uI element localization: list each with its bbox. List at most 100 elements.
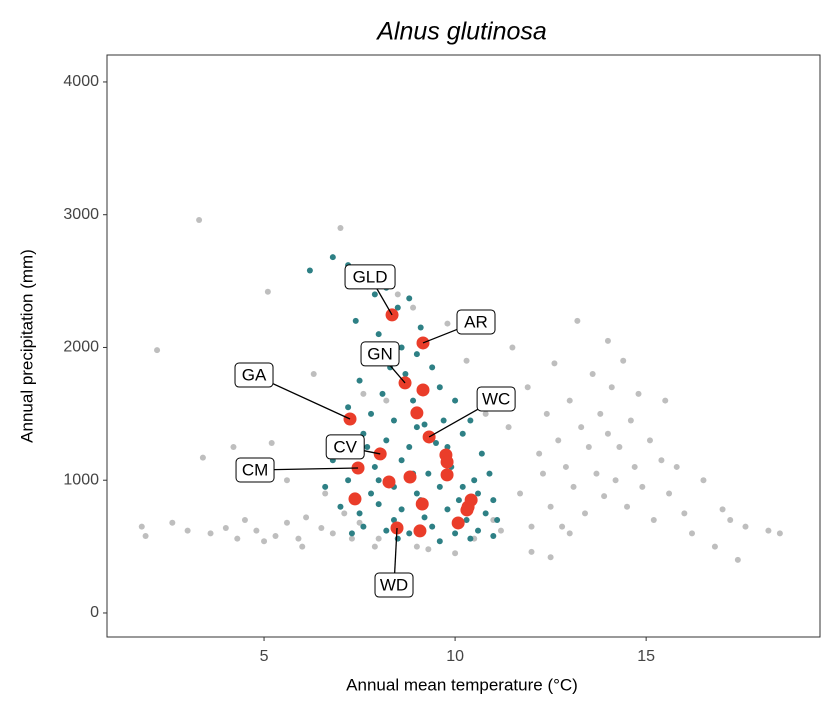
label-box bbox=[235, 457, 275, 483]
point bbox=[329, 254, 336, 261]
point bbox=[283, 477, 290, 484]
point bbox=[337, 503, 344, 510]
point bbox=[322, 483, 329, 490]
chart-title: Alnus glutinosa bbox=[375, 18, 547, 46]
point bbox=[383, 437, 390, 444]
point bbox=[574, 317, 581, 324]
point bbox=[589, 371, 596, 378]
highlight-point bbox=[451, 516, 465, 530]
point bbox=[436, 384, 443, 391]
point bbox=[547, 503, 554, 510]
point bbox=[360, 390, 367, 397]
point bbox=[348, 530, 355, 537]
point-label: GLD bbox=[353, 267, 388, 286]
point bbox=[371, 291, 378, 298]
point bbox=[268, 440, 275, 447]
highlight-point bbox=[415, 497, 429, 511]
point bbox=[459, 430, 466, 437]
point bbox=[467, 535, 474, 542]
point bbox=[444, 506, 451, 513]
highlight-point bbox=[440, 455, 454, 469]
point bbox=[478, 450, 485, 457]
point bbox=[673, 463, 680, 470]
point bbox=[406, 530, 413, 537]
y-tick-label: 1000 bbox=[63, 471, 99, 488]
point bbox=[452, 397, 459, 404]
point bbox=[658, 457, 665, 464]
point bbox=[467, 417, 474, 424]
point bbox=[612, 477, 619, 484]
point bbox=[383, 527, 390, 534]
point bbox=[742, 523, 749, 530]
point bbox=[417, 324, 424, 331]
point-label: GA bbox=[242, 365, 267, 384]
point bbox=[375, 331, 382, 338]
highlight-point bbox=[348, 492, 362, 506]
point bbox=[283, 519, 290, 526]
point bbox=[475, 527, 482, 534]
point bbox=[482, 410, 489, 417]
point bbox=[406, 295, 413, 302]
point bbox=[368, 410, 375, 417]
point bbox=[539, 470, 546, 477]
label-box bbox=[344, 264, 396, 290]
point bbox=[375, 501, 382, 508]
point bbox=[646, 437, 653, 444]
point bbox=[379, 390, 386, 397]
point bbox=[421, 421, 428, 428]
point bbox=[627, 417, 634, 424]
point bbox=[154, 347, 161, 354]
point bbox=[429, 523, 436, 530]
point bbox=[368, 490, 375, 497]
y-axis-title: Annual precipitation (mm) bbox=[17, 249, 36, 443]
point bbox=[364, 444, 371, 451]
point bbox=[536, 450, 543, 457]
label-box bbox=[325, 434, 365, 460]
point bbox=[264, 288, 271, 295]
point bbox=[662, 397, 669, 404]
point bbox=[425, 546, 432, 553]
point bbox=[222, 525, 229, 532]
point bbox=[306, 267, 313, 274]
point bbox=[410, 397, 417, 404]
point bbox=[413, 543, 420, 550]
point bbox=[765, 527, 772, 534]
point-label: WD bbox=[380, 575, 408, 594]
point bbox=[410, 304, 417, 311]
point bbox=[616, 444, 623, 451]
point bbox=[199, 454, 206, 461]
point-label: CV bbox=[333, 437, 357, 456]
point bbox=[390, 517, 397, 524]
point bbox=[624, 503, 631, 510]
point bbox=[356, 510, 363, 517]
point bbox=[207, 530, 214, 537]
point bbox=[566, 397, 573, 404]
point bbox=[356, 519, 363, 526]
point-label: WC bbox=[482, 389, 510, 408]
label-box bbox=[360, 341, 400, 367]
point bbox=[719, 506, 726, 513]
point bbox=[318, 525, 325, 532]
point bbox=[371, 463, 378, 470]
highlight-point bbox=[440, 468, 454, 482]
point bbox=[142, 532, 149, 539]
point bbox=[261, 538, 268, 545]
highlight-point bbox=[382, 475, 396, 489]
point bbox=[604, 337, 611, 344]
point bbox=[230, 444, 237, 451]
highlight-point bbox=[403, 470, 417, 484]
point bbox=[348, 535, 355, 542]
point bbox=[700, 477, 707, 484]
point bbox=[310, 371, 317, 378]
point bbox=[727, 517, 734, 524]
point bbox=[639, 483, 646, 490]
point bbox=[390, 417, 397, 424]
highlight-point bbox=[413, 524, 427, 538]
point bbox=[490, 532, 497, 539]
x-tick-label: 5 bbox=[260, 648, 269, 665]
point bbox=[341, 510, 348, 517]
point bbox=[394, 304, 401, 311]
point bbox=[383, 397, 390, 404]
point bbox=[356, 377, 363, 384]
